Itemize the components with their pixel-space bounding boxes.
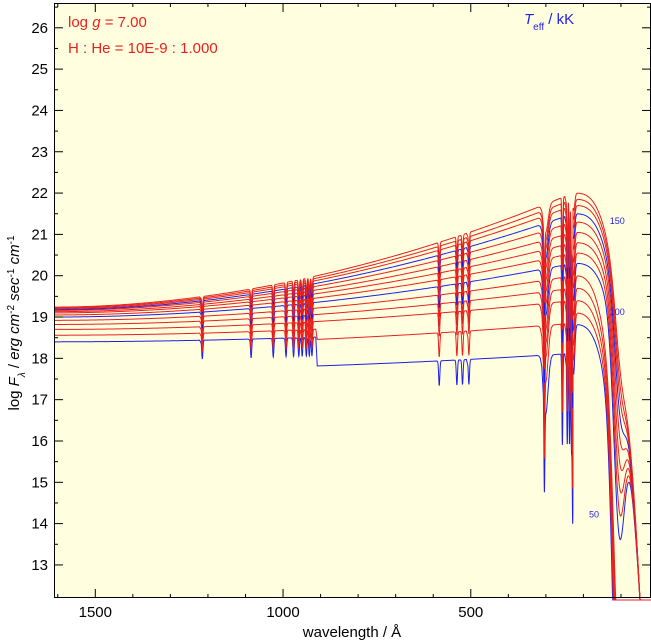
y-axis: 13 14 15 16 17 18 19 20 21 22 23 24 25 26	[31, 6, 651, 574]
series-line-teff-120	[53, 242, 651, 601]
series-line-teff-180	[54, 192, 651, 601]
series-line-teff-130	[54, 231, 651, 601]
x-tick-label: 1500	[79, 604, 112, 621]
series-line-teff-50	[54, 324, 651, 601]
series-line-teff-150	[54, 213, 651, 601]
temperature-labels: 150 100 50	[589, 216, 625, 519]
x-axis-title: wavelength / Å	[302, 624, 401, 641]
y-tick-label: 26	[31, 20, 48, 37]
series-group	[53, 192, 651, 601]
surface-gravity-label: log g = 7.00	[68, 14, 147, 31]
plot-area	[54, 3, 651, 598]
y-tick-label: 13	[31, 557, 48, 574]
legend-title: Teff / kK	[524, 11, 574, 33]
series-line-teff-70	[54, 300, 651, 601]
series-line-teff-140	[54, 221, 651, 601]
temperature-label: 50	[589, 509, 599, 519]
series-line-teff-110	[54, 252, 651, 601]
y-tick-label: 14	[31, 516, 48, 533]
series-line-teff-90	[54, 275, 651, 601]
y-tick-label: 20	[31, 268, 48, 285]
y-tick-label: 24	[31, 102, 48, 119]
series-line-teff-100	[54, 262, 651, 601]
y-tick-label: 16	[31, 433, 48, 450]
y-tick-label: 22	[31, 185, 48, 202]
y-tick-label: 25	[31, 61, 48, 78]
temperature-label: 150	[610, 216, 625, 226]
y-tick-label: 15	[31, 474, 48, 491]
y-tick-label: 19	[31, 309, 48, 326]
y-axis-title: log Fλ / erg cm-2 sec-1 cm-1	[6, 235, 28, 410]
y-tick-label: 18	[31, 350, 48, 367]
y-tick-label: 21	[31, 226, 48, 243]
series-line-teff-60	[54, 312, 651, 601]
x-tick-label: 500	[458, 604, 483, 621]
series-line-teff-80	[53, 287, 651, 601]
abundance-label: H : He = 10E-9 : 1.000	[68, 40, 218, 57]
temperature-label: 100	[610, 307, 625, 317]
y-tick-label: 17	[31, 392, 48, 409]
x-tick-label: 1000	[266, 604, 299, 621]
y-tick-label: 23	[31, 144, 48, 161]
